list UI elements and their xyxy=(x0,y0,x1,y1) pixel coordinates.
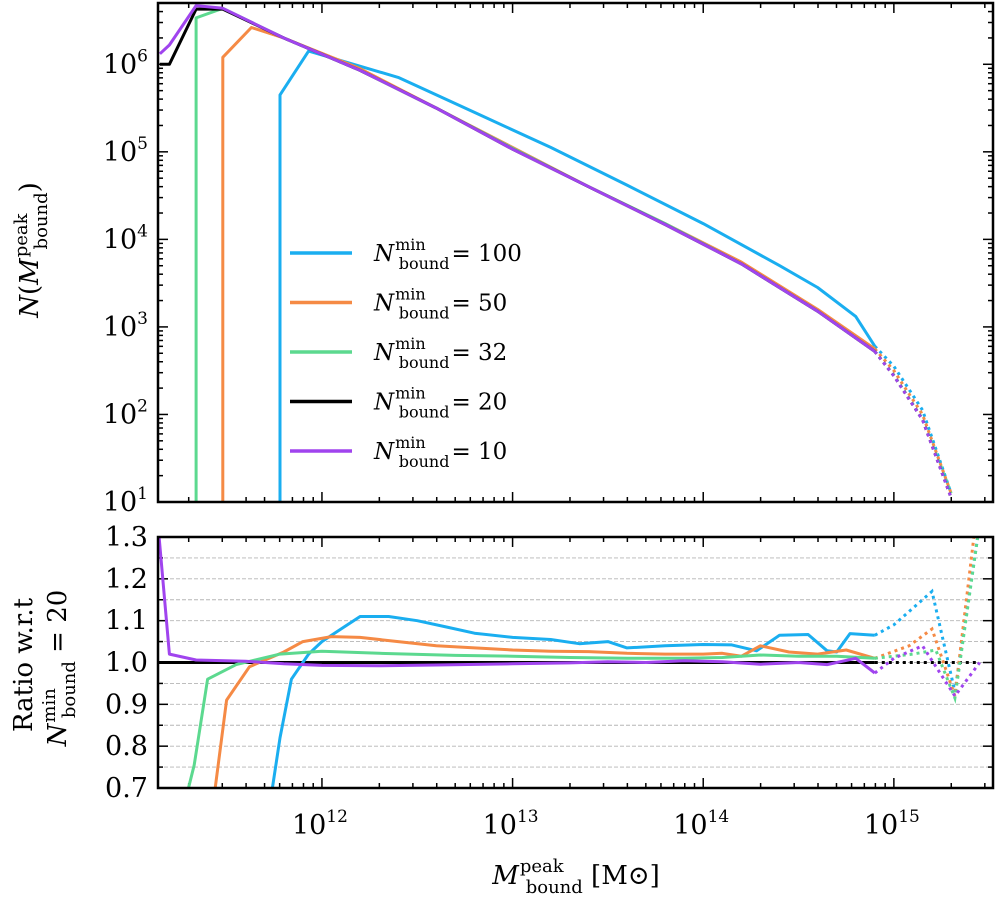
series-dotted-N32 xyxy=(873,350,953,494)
legend-label-N50: Nmin bound= 50 xyxy=(373,285,507,323)
series-line-N32 xyxy=(194,6,876,502)
bottom-y-label-line1: Ratio w.r.t xyxy=(9,597,39,732)
bottom-y-label-line2: Nminbound = 20 xyxy=(39,590,80,748)
y-tick-label: 1.2 xyxy=(105,564,148,595)
y-tick-label: 104 xyxy=(103,221,148,255)
ratio-dotted-N32 xyxy=(874,537,980,704)
series-dotted-N50 xyxy=(873,347,953,494)
legend-label-N20: Nmin bound= 20 xyxy=(373,384,507,422)
y-tick-label: 101 xyxy=(103,484,148,518)
y-tick-label: 106 xyxy=(103,46,148,80)
x-tick-label: 1013 xyxy=(483,807,539,841)
ratio-dotted-N10 xyxy=(873,643,981,699)
x-tick-label: 1012 xyxy=(292,807,348,841)
ratio-line-N50 xyxy=(213,635,876,788)
ratio-line-N10 xyxy=(158,537,876,675)
y-tick-label: 1.1 xyxy=(105,606,148,637)
y-tick-label: 105 xyxy=(103,134,148,168)
y-tick-label: 1.3 xyxy=(105,522,148,553)
y-tick-label: 102 xyxy=(103,396,148,430)
x-tick-label: 1014 xyxy=(673,807,729,841)
bottom-series-group xyxy=(158,537,981,788)
top-series-group xyxy=(158,4,953,502)
top-y-label: N(Mpeakbound) xyxy=(11,182,52,319)
x-tick-label: 1015 xyxy=(864,807,920,841)
legend-label-N10: Nmin bound= 10 xyxy=(373,433,507,471)
y-tick-label: 0.8 xyxy=(105,731,148,762)
top-frame xyxy=(156,1,995,504)
series-line-N10 xyxy=(158,4,876,353)
legend-label-N100: Nmin bound= 100 xyxy=(373,235,522,273)
bottom-frame xyxy=(156,535,995,790)
y-tick-label: 0.9 xyxy=(105,689,148,720)
ratio-dotted-N50 xyxy=(874,537,976,697)
ratio-line-N32 xyxy=(187,649,875,788)
series-dotted-N100 xyxy=(873,345,953,494)
top-panel: 101 102 103 104 105 106 xyxy=(103,1,995,518)
series-line-N20 xyxy=(159,7,876,353)
x-axis-label: Mpeak bound [M⊙] xyxy=(491,856,660,898)
y-tick-label: 103 xyxy=(103,309,148,343)
legend-label-N32: Nmin bound= 32 xyxy=(373,334,507,372)
y-tick-label: 1.0 xyxy=(105,648,148,679)
ratio-dotted-N100 xyxy=(874,537,980,693)
series-dotted-N20 xyxy=(873,350,953,499)
bottom-panel: 0.7 0.8 0.9 1.0 1.1 1.2 1.3 1012 1013 1014 1015 xyxy=(105,522,995,841)
legend: Nmin bound= 100 Nmin bound= 50 Nmin bound= 32… xyxy=(290,235,522,471)
y-tick-label: 0.7 xyxy=(105,773,148,804)
ratio-line-N100 xyxy=(270,615,875,788)
series-dotted-N10 xyxy=(873,350,953,499)
series-line-N100 xyxy=(278,49,877,502)
